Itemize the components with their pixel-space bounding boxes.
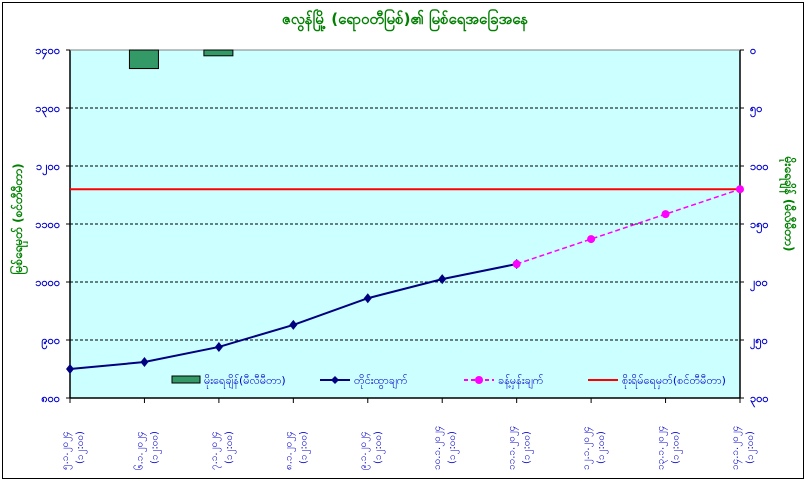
x-tick-date: ၆.၁.၂၀၂၄ [132, 431, 147, 470]
right-tick-label: ၂၀၀ [750, 276, 768, 292]
observed-point [140, 357, 149, 368]
x-tick-time: (၁၂:၀၀) [447, 431, 460, 464]
x-tick-label: ၉.၁.၂၀၂၄ (၁၂:၀၀) [358, 431, 386, 470]
x-tick-label: ၆.၁.၂၀၂၄ (၁၂:၀၀) [132, 431, 162, 470]
observed-point [214, 341, 223, 352]
x-tick-time: (၁၂:၀၀) [671, 431, 684, 464]
x-tick-date: ၈.၁.၂၀၂၄ [283, 431, 296, 470]
left-axis-title: မြစ်ရေမှတ် (စင်တီမီတာ) [8, 163, 29, 274]
x-tick-label: ၈.၁.၂၀၂၄ (၁၂:၀၀) [283, 431, 311, 470]
right-tick-label: ၁၅၀ [750, 218, 769, 234]
x-tick-date: ၇.၁.၂၀၂၄ [209, 431, 222, 470]
x-tick-label: ၁၀.၁.၂၀၂၄ (၁၂:၀၀) [432, 426, 460, 470]
x-tick-time: (၁၂:၀၀) [596, 431, 609, 464]
x-tick-time: (၁၂:၀၀) [373, 431, 386, 464]
observed-point [289, 319, 298, 330]
rain-bar [203, 49, 234, 57]
left-tick-label: ၉၀၀ [41, 334, 60, 350]
right-axis-title: မိုးရေချိန် (မီလီမီတာ) [778, 156, 798, 252]
x-tick-time: (၁၂:၀၀) [75, 431, 88, 464]
observed-point [66, 364, 74, 374]
forecast-point [736, 185, 744, 194]
forecast-point [512, 260, 521, 269]
x-tick-time: (၁၂:၀၀) [149, 431, 162, 464]
x-tick-date: ၁၃.၁.၂၀၂၄ [656, 426, 669, 470]
left-tick-label: ၁၂၀၀ [36, 160, 60, 176]
x-tick-time: (၁၂:၀၀) [745, 431, 758, 464]
legend-label: ခန့်မှန်းချက် [498, 374, 544, 389]
x-tick-label: ၁၄.၁.၂၀၂၄ (၁၂:၀၀) [730, 426, 758, 470]
legend-label: တိုင်းထွာချက် [354, 374, 408, 389]
right-tick-label: ၀ [750, 44, 756, 57]
left-tick-label: ၁၃၀၀ [35, 102, 60, 118]
x-tick-label: ၅.၁.၂၀၂၄ (၁၂:၀၀) [60, 431, 88, 470]
legend-label: မိုးရေချိန်(မီလီမီတာ) [204, 374, 286, 389]
x-tick-label: ၁၂.၁.၂၀၂၄ (၁၂:၀၀) [581, 426, 609, 470]
chart-frame [2, 2, 804, 479]
legend-marker [331, 376, 339, 384]
x-tick-date: ၁၀.၁.၂၀၂၄ [432, 426, 445, 470]
left-tick-label: ၈၀၀ [41, 392, 60, 405]
x-tick-time: (၁၂:၀၀) [522, 431, 535, 464]
legend-label: စိုးရိမ်ရေမှတ်(စင်တီမီတာ) [622, 374, 726, 389]
rain-bar [128, 49, 159, 70]
observed-point [363, 293, 372, 304]
forecast-point [661, 210, 670, 219]
legend-bar-swatch [171, 375, 201, 384]
x-tick-date: ၁၂.၁.၂၀၂၄ [581, 426, 594, 470]
right-tick-label: ၃၀၀ [750, 392, 769, 408]
x-tick-time: (၁၂:၀၀) [224, 431, 237, 464]
chart-title: ဇလွန်မြို့ (ရောဝတီမြစ်)၏ မြစ်ရေအခြေအနေ [281, 10, 529, 28]
x-tick-date: ၅.၁.၂၀၂၄ [60, 431, 73, 470]
x-tick-date: ၁၄.၁.၂၀၂၄ [730, 426, 743, 470]
forecast-point [587, 235, 596, 244]
x-tick-label: ၇.၁.၂၀၂၄ (၁၂:၀၀) [209, 431, 237, 470]
x-tick-label: ၁၃.၁.၂၀၂၄ (၁၂:၀၀) [656, 426, 684, 470]
left-tick-label: ၁၁၀၀ [35, 218, 60, 231]
left-tick-label: ၁၀၀၀ [35, 276, 60, 289]
forecast-line [516, 188, 741, 265]
x-tick-label: ၁၁.၁.၂၀၂၄ (၁၂:၀၀) [507, 426, 535, 470]
observed-point [438, 274, 447, 285]
legend-marker [475, 376, 483, 384]
left-tick-label: ၁၄၀၀ [35, 44, 60, 60]
x-tick-time: (၁၂:၀၀) [298, 431, 311, 464]
right-tick-label: ၂၅၀ [750, 334, 768, 350]
right-tick-label: ၁၀၀ [750, 160, 769, 173]
x-tick-date: ၉.၁.၂၀၂၄ [358, 431, 371, 470]
x-tick-date: ၁၁.၁.၂၀၂၄ [507, 426, 520, 470]
right-tick-label: ၅၀ [750, 102, 762, 118]
